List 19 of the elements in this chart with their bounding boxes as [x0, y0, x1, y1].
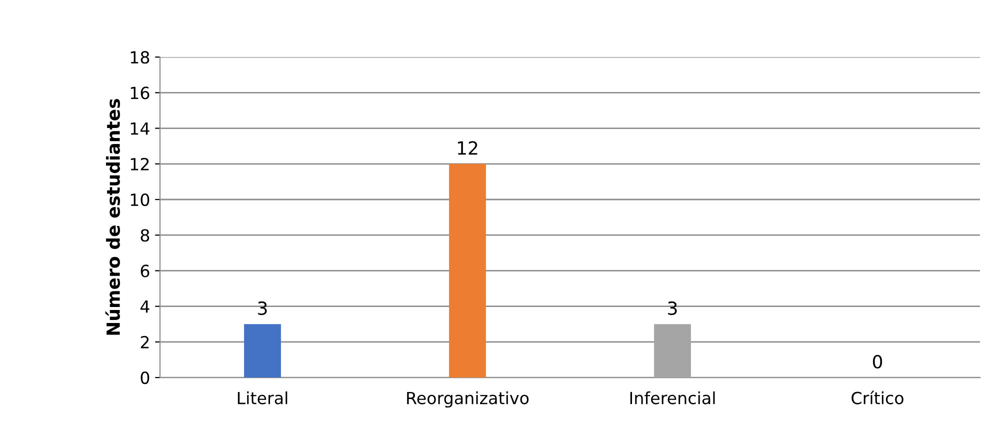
- y-tick-label: 12: [130, 158, 149, 170]
- y-tick-label: 8: [140, 229, 150, 242]
- y-tick-label: 4: [140, 300, 150, 313]
- x-tick-label: Literal: [238, 391, 288, 404]
- y-tick-label: 16: [130, 86, 150, 100]
- y-tick-label: 14: [130, 122, 150, 135]
- x-tick-label: Crítico: [852, 390, 904, 404]
- y-tick-label: 0: [140, 372, 150, 384]
- data-label: 0: [872, 354, 882, 368]
- data-label: 3: [258, 301, 267, 316]
- y-tick-label: 2: [140, 336, 149, 348]
- x-tick-label: Reorganizativo: [407, 391, 529, 408]
- y-tick-label: 18: [130, 51, 150, 64]
- y-tick-label: 6: [140, 264, 150, 278]
- y-axis-title: Número de estudiantes: [105, 98, 120, 335]
- data-label: 12: [458, 141, 478, 155]
- y-tick-label: 10: [130, 193, 150, 206]
- x-tick-label: Inferencial: [630, 391, 715, 404]
- data-label: 3: [668, 301, 677, 316]
